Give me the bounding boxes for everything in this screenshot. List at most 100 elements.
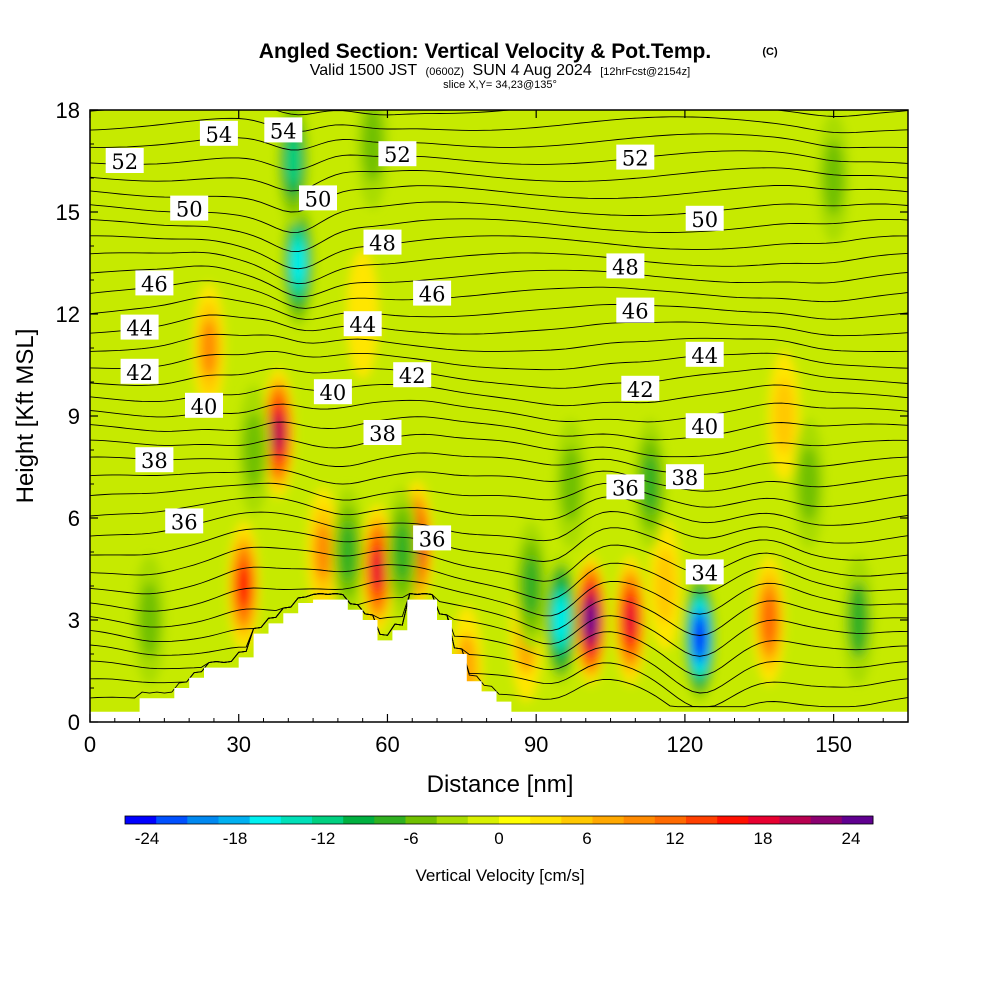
chart-title: Angled Section: Vertical Velocity & Pot.… xyxy=(259,40,711,63)
contour-label: 54 xyxy=(264,117,303,143)
colorbar-swatch xyxy=(686,816,718,824)
contour-label-text: 52 xyxy=(622,147,649,171)
contour-label: 52 xyxy=(105,148,144,174)
colorbar-tick-label: 6 xyxy=(582,829,591,848)
contour-label: 42 xyxy=(621,375,660,402)
valid-time: Valid 1500 JST xyxy=(310,62,418,79)
theta-contour-line xyxy=(90,116,908,134)
contour-label-box xyxy=(105,148,144,173)
contour-label-text: 52 xyxy=(384,143,411,167)
y-tick-label: 12 xyxy=(56,302,80,327)
contour-label-box xyxy=(621,375,660,401)
updraft-cell xyxy=(272,415,285,451)
valid-date: SUN 4 Aug 2024 xyxy=(473,62,592,79)
theta-contour-line xyxy=(90,452,908,475)
contour-label: 54 xyxy=(199,120,238,147)
theta-contour-line xyxy=(90,184,908,213)
contour-label: 36 xyxy=(165,508,204,534)
colorbar-swatch xyxy=(156,816,188,824)
updraft-cell xyxy=(655,548,676,624)
theta-contour-line xyxy=(90,384,908,407)
theta-contour-line xyxy=(90,367,908,389)
y-tick-label: 15 xyxy=(56,200,80,225)
contour-label-text: 54 xyxy=(270,119,297,143)
contour-label-text: 46 xyxy=(622,300,649,324)
colorbar-swatch xyxy=(125,816,157,824)
colorbar-tick-label: 18 xyxy=(754,829,773,848)
y-axis-title: Height [Kft MSL] xyxy=(12,329,39,504)
contour-label-box xyxy=(413,280,452,306)
contour-label-text: 40 xyxy=(191,395,218,419)
x-tick-label: 120 xyxy=(667,732,704,757)
contour-label-text: 46 xyxy=(419,283,446,307)
contour-label: 40 xyxy=(185,392,223,419)
colorbar-swatch xyxy=(249,816,282,824)
theta-contour-line xyxy=(90,235,908,270)
y-tick-label: 6 xyxy=(68,506,80,531)
updraft-cell xyxy=(762,596,777,644)
contour-label: 50 xyxy=(685,205,724,232)
contour-label-box xyxy=(264,117,303,143)
contour-label-text: 40 xyxy=(691,415,718,439)
y-tick-label: 0 xyxy=(68,710,80,735)
colorbar-swatch xyxy=(748,816,780,824)
colorbar-swatch xyxy=(499,816,531,824)
contour-label-text: 36 xyxy=(171,510,198,534)
contour-label: 34 xyxy=(685,559,724,585)
theta-contour-line xyxy=(90,562,908,600)
contour-label-box xyxy=(606,253,645,279)
contour-label-text: 50 xyxy=(176,198,203,222)
contour-label: 40 xyxy=(313,379,352,405)
theta-contour-line xyxy=(90,433,908,458)
contour-label-text: 38 xyxy=(141,449,168,473)
contour-label-box xyxy=(363,229,402,255)
theta-contour-line xyxy=(90,280,908,309)
contour-label-text: 54 xyxy=(206,123,233,147)
x-tick-label: 90 xyxy=(524,732,548,757)
x-tick-label: 150 xyxy=(815,732,852,757)
contour-label-text: 38 xyxy=(672,466,699,490)
colorbar-swatch xyxy=(405,816,438,824)
contour-label-box xyxy=(665,464,704,490)
contour-label-box xyxy=(685,205,724,231)
downdraft-cell xyxy=(286,137,301,185)
contour-label-box xyxy=(299,185,337,211)
terrain xyxy=(90,599,908,722)
x-tick-label: 0 xyxy=(84,732,96,757)
contour-label: 52 xyxy=(378,141,417,167)
colorbar-swatch xyxy=(280,816,313,824)
theta-contour-line xyxy=(90,314,908,337)
contour-label: 50 xyxy=(170,195,209,222)
y-tick-label: 18 xyxy=(56,98,80,123)
x-tick-label: 30 xyxy=(226,732,250,757)
colorbar-swatch xyxy=(312,816,344,824)
downdraft-cell xyxy=(292,243,305,283)
theta-contour-line xyxy=(90,265,908,298)
contour-label-box xyxy=(313,379,352,405)
contour-label-box xyxy=(120,358,159,384)
contour-label: 46 xyxy=(135,270,174,296)
theta-contour-line xyxy=(90,579,908,617)
theta-contour-line xyxy=(90,333,908,352)
colorbar-swatch xyxy=(467,816,500,824)
x-axis-title: Distance [nm] xyxy=(427,771,574,798)
x-axis: 0 30 60 90 120 150 xyxy=(84,110,884,757)
contour-label-box xyxy=(135,270,174,296)
theta-contour-line xyxy=(90,201,908,233)
theta-contour-line xyxy=(90,592,908,694)
contour-label: 42 xyxy=(120,358,159,385)
theta-contour-line xyxy=(90,593,908,657)
contour-label-box xyxy=(685,413,724,439)
contour-labels: 52 54 54 52 52 50 50 50 48 48 46 46 46 44 44 44 42 42 42 40… xyxy=(105,117,724,585)
downdraft-cell xyxy=(694,620,706,654)
contour-label-text: 42 xyxy=(399,364,426,388)
updraft-cell xyxy=(371,549,384,589)
contour-label-text: 36 xyxy=(419,527,446,551)
colorbar-swatch xyxy=(530,816,562,824)
updraft-cell xyxy=(201,319,217,377)
contour-label: 52 xyxy=(616,144,655,171)
theta-contour-line xyxy=(90,593,908,636)
contour-label: 42 xyxy=(393,362,432,388)
downdraft-cell xyxy=(560,446,581,522)
